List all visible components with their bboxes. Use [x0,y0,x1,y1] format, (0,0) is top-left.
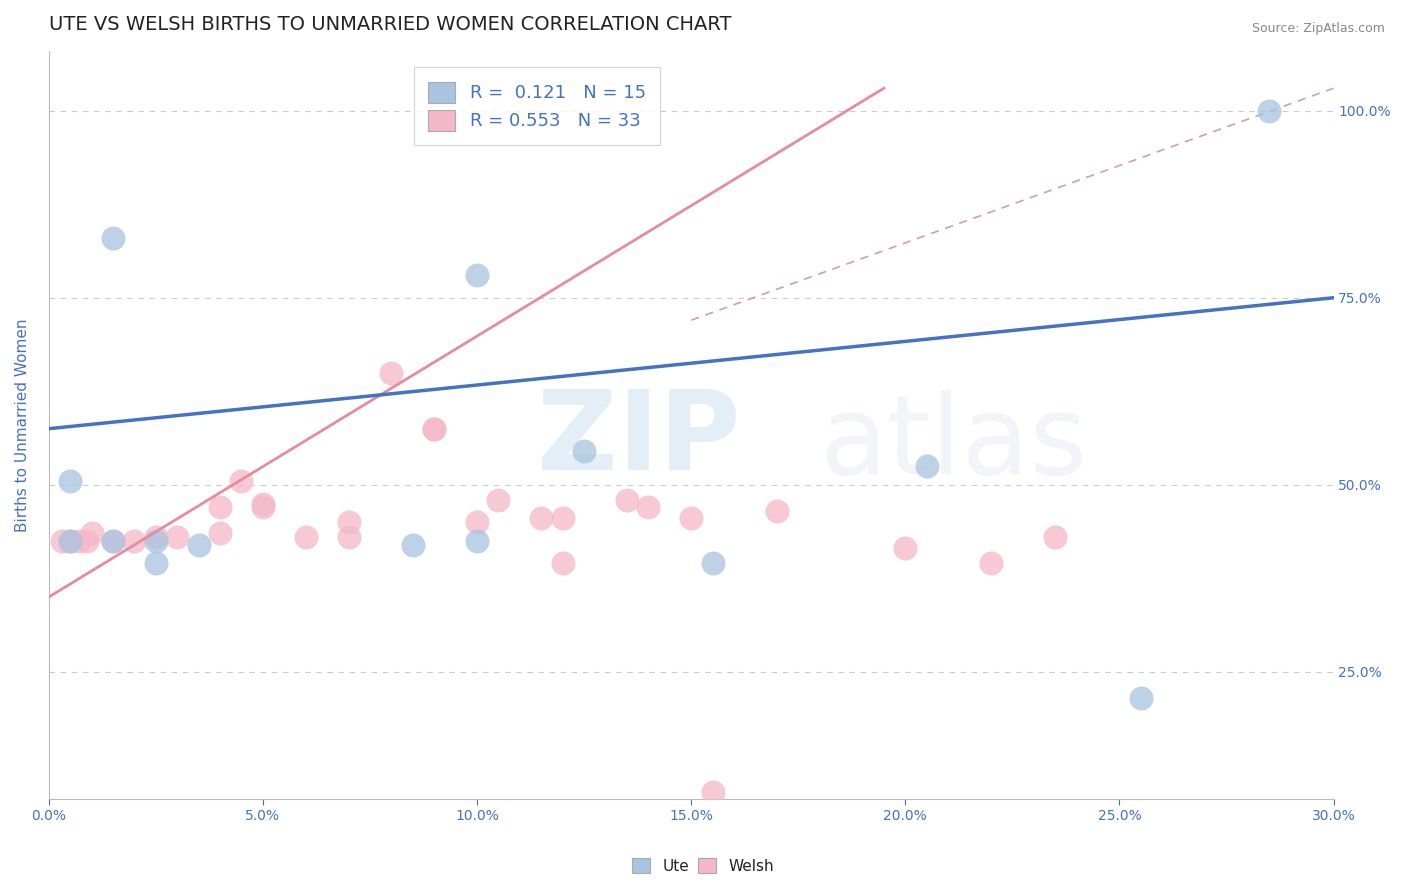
Point [337,515,360,529]
Point [145,557,167,571]
Point [231,474,253,488]
Point [294,530,316,544]
Point [145,533,167,548]
Text: ZIP: ZIP [537,386,741,493]
Point [59,474,82,488]
Point [486,492,509,507]
Point [551,557,574,571]
Legend: R =  0.121   N = 15, R = 0.553   N = 33: R = 0.121 N = 15, R = 0.553 N = 33 [413,67,661,145]
Point [465,533,488,548]
Point [465,515,488,529]
Point [402,538,425,552]
Point [551,511,574,525]
Point [145,530,167,544]
Point [101,533,124,548]
Point [80,526,103,541]
Point [67,533,90,548]
Point [423,422,446,436]
Point [1129,691,1152,706]
Legend: Ute, Welsh: Ute, Welsh [626,852,780,880]
Point [1258,103,1281,118]
Point [209,526,232,541]
Text: atlas: atlas [820,390,1088,497]
Point [702,557,724,571]
Point [980,557,1002,571]
Point [702,784,724,798]
Point [252,500,274,515]
Point [209,500,232,515]
Point [166,530,188,544]
Point [616,492,638,507]
Text: Source: ZipAtlas.com: Source: ZipAtlas.com [1251,22,1385,36]
Point [59,533,82,548]
Point [124,533,146,548]
Point [681,511,703,525]
Point [637,500,659,515]
Point [572,444,595,458]
Point [101,231,124,245]
Point [187,538,209,552]
Point [423,422,446,436]
Point [530,511,553,525]
Point [915,459,938,474]
Point [59,533,82,548]
Point [765,504,787,518]
Point [894,541,917,556]
Point [1043,530,1066,544]
Point [101,533,124,548]
Point [51,533,73,548]
Point [252,496,274,510]
Y-axis label: Births to Unmarried Women: Births to Unmarried Women [15,318,30,532]
Point [380,366,402,380]
Point [465,268,488,283]
Point [76,533,98,548]
Point [337,530,360,544]
Text: UTE VS WELSH BIRTHS TO UNMARRIED WOMEN CORRELATION CHART: UTE VS WELSH BIRTHS TO UNMARRIED WOMEN C… [49,15,731,34]
